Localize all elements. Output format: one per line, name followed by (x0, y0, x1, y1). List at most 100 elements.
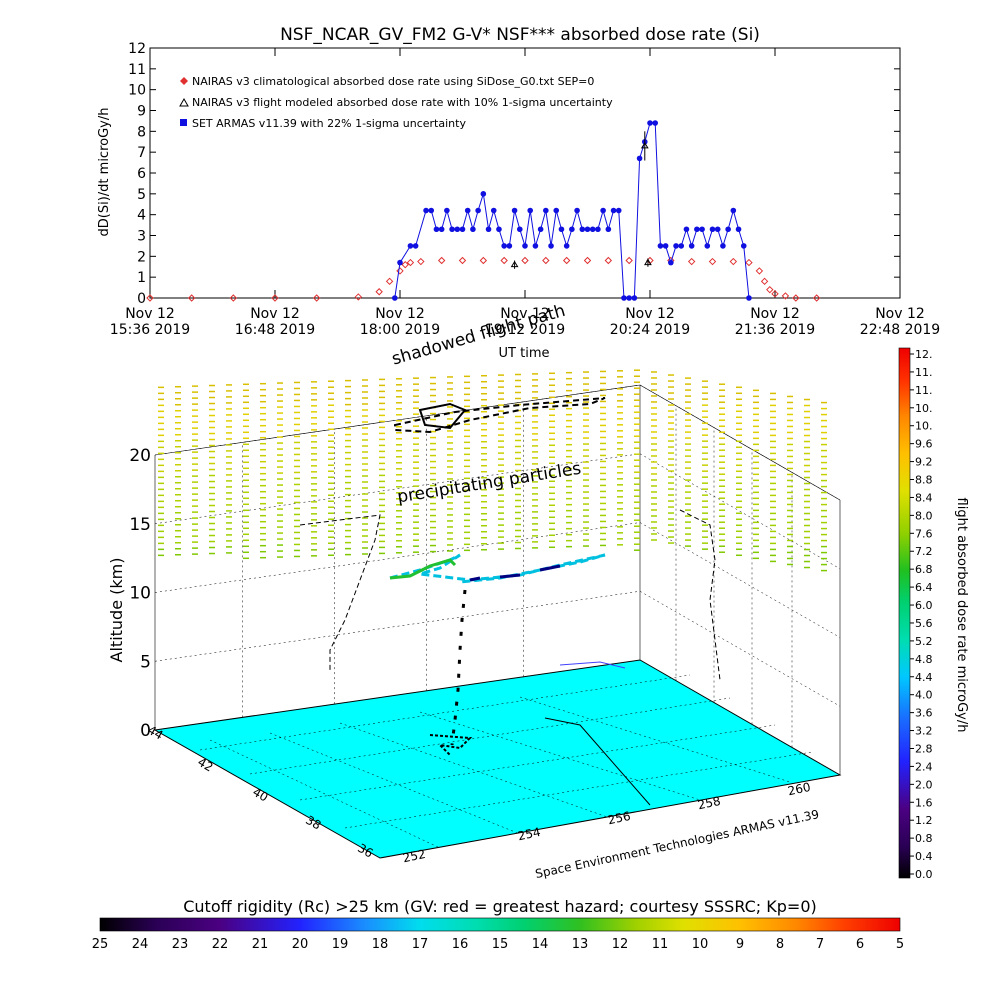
colorbar-tick-label: 11. (915, 366, 933, 379)
y-tick-label: 4 (137, 208, 146, 224)
colorbar-tick-label: 9.2 (915, 456, 933, 469)
colorbar-tick-label: 2.8 (915, 742, 933, 755)
climatological-point (437, 256, 446, 265)
armas-point (725, 226, 731, 233)
rigidity-tick-label: 11 (652, 937, 669, 952)
y-tick-label: 11 (128, 62, 146, 78)
armas-point (470, 226, 476, 233)
colorbar-tick-label: 0.0 (915, 868, 933, 881)
y-tick-label: 10 (128, 83, 146, 99)
colorbar-gradient (898, 347, 911, 879)
left-wall-shadow (299, 514, 381, 670)
climatological-point (385, 277, 394, 286)
climatological-point (708, 257, 717, 266)
armas-point (490, 207, 497, 214)
armas-point (584, 226, 591, 233)
climatological-point (687, 257, 696, 266)
rigidity-tick-label: 24 (132, 937, 149, 952)
armas-point (496, 226, 502, 233)
armas-point (730, 207, 737, 214)
dose-rate-time-series-chart: NSF_NCAR_GV_FM2 G-V* NSF*** absorbed dos… (97, 25, 940, 361)
legend: NAIRAS v3 climatological absorbed dose r… (179, 75, 613, 130)
rigidity-tick-label: 25 (92, 937, 109, 952)
y-tick-label: 8 (137, 124, 146, 140)
y-tick-label: 6 (137, 166, 146, 182)
armas-point (610, 207, 617, 214)
y-tick-label: 9 (137, 104, 146, 120)
armas-point (574, 207, 580, 214)
latitude-axis-ticks: 36 38 40 42 44 (145, 723, 375, 861)
climatological-point (755, 267, 764, 275)
rigidity-tick-label: 13 (572, 937, 589, 952)
legend-marker-climatological (180, 77, 188, 85)
colorbar-tick-label: 3.6 (915, 707, 933, 720)
legend-label-modeled: NAIRAS v3 flight modeled absorbed dose r… (192, 96, 613, 109)
rigidity-tick-label: 12 (612, 937, 629, 952)
flight-3d-scene: 0 5 10 15 20 Altitude (km) 36 38 40 42 44 252 254… (107, 301, 842, 881)
armas-point (548, 243, 554, 249)
altitude-axis-label: Altitude (km) (107, 558, 126, 663)
climatological-point (417, 257, 425, 266)
rigidity-tick-label: 21 (252, 937, 269, 952)
armas-point (449, 226, 455, 233)
climatological-point (406, 258, 415, 267)
armas-point (704, 243, 711, 249)
armas-point (709, 226, 716, 233)
flight-track-dark (469, 564, 561, 582)
colorbar-tick-label: 6.8 (915, 563, 933, 576)
x-tick-label-date: Nov 12 (625, 306, 675, 322)
right-wall-shadow (679, 509, 721, 681)
rigidity-tick-label: 22 (212, 937, 229, 952)
legend-marker-armas (180, 119, 187, 126)
colorbar-tick-label: 4.4 (915, 671, 933, 684)
rigidity-tick-label: 18 (372, 937, 389, 952)
armas-point (621, 295, 627, 301)
longitude-tick-label: 252 (402, 847, 427, 865)
rigidity-tick-label: 9 (736, 937, 744, 952)
latitude-tick-label: 36 (355, 841, 375, 861)
armas-point (485, 226, 492, 233)
armas-point (657, 243, 664, 249)
altitude-tick-label: 5 (140, 652, 151, 672)
armas-point (673, 243, 679, 249)
altitude-tick-label: 15 (129, 515, 151, 535)
armas-point (522, 243, 528, 249)
armas-point (464, 207, 471, 214)
rigidity-tick-label: 15 (492, 937, 509, 952)
armas-point (563, 243, 570, 249)
altitude-tick-label: 20 (129, 446, 151, 466)
armas-point (391, 295, 398, 301)
latitude-tick-label: 40 (250, 785, 270, 805)
armas-point (407, 243, 414, 249)
armas-point (668, 259, 674, 266)
climatological-point (604, 256, 613, 265)
latitude-tick-label: 38 (303, 813, 323, 833)
armas-point (683, 226, 690, 233)
armas-point (553, 207, 560, 214)
climatological-point (812, 294, 821, 302)
flight-track-green (389, 558, 457, 580)
climatological-point (521, 256, 529, 265)
series-layer (146, 120, 821, 302)
climatological-point (375, 288, 383, 296)
armas-point (397, 259, 403, 266)
armas-point (636, 155, 643, 162)
armas-point (532, 243, 539, 249)
x-tick-label-time: 15:36 2019 (110, 322, 190, 338)
colorbar-tick-label: 8.8 (915, 474, 933, 487)
longitude-tick-label: 260 (787, 780, 812, 798)
armas-point (579, 226, 586, 233)
armas-point (428, 207, 435, 214)
armas-point (475, 207, 481, 214)
wall-grid (154, 384, 841, 748)
climatological-point (562, 256, 571, 265)
precipitating-particles-label: precipitating particles (396, 459, 583, 508)
y-tick-label: 0 (137, 291, 146, 307)
armas-point (537, 226, 544, 233)
x-tick-label-time: 16:48 2019 (235, 322, 315, 338)
precipitating-particles (158, 369, 827, 572)
climatological-point (729, 257, 738, 266)
armas-point (444, 207, 450, 214)
